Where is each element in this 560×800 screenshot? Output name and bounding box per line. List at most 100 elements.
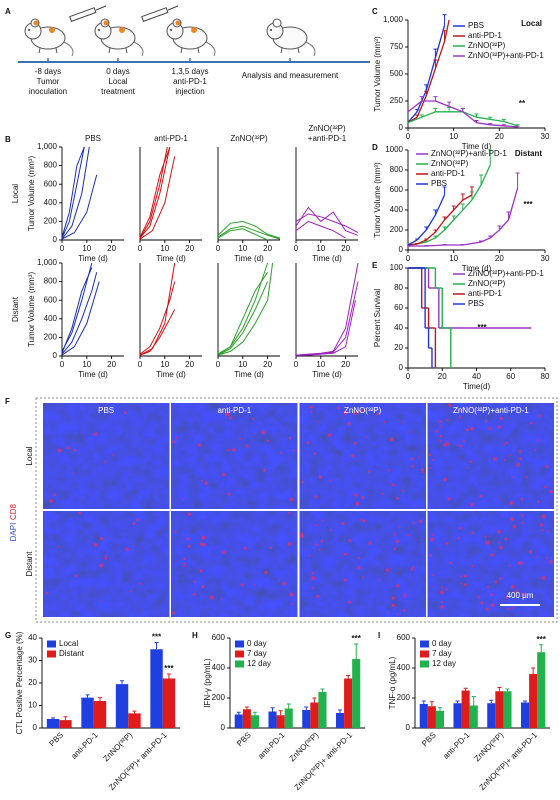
chart-title: Local xyxy=(521,19,542,28)
error-bar xyxy=(497,687,502,692)
mouse-eye xyxy=(270,29,272,31)
x-tick-label: 10 xyxy=(449,254,458,263)
x-tick-label: 0 xyxy=(60,244,65,253)
error-bar xyxy=(419,96,424,101)
y-tick-label: 800 xyxy=(390,165,404,174)
event-label: 1,3,5 days xyxy=(172,67,209,76)
error-bar xyxy=(120,680,125,685)
cd8-signal xyxy=(505,441,508,444)
error-bar xyxy=(312,697,317,703)
error-bar xyxy=(304,706,309,710)
error-bar xyxy=(497,225,502,230)
cd8-signal xyxy=(125,547,129,552)
cd8-signal xyxy=(485,540,490,545)
row-label: Local xyxy=(25,446,34,465)
error-bar xyxy=(424,238,429,240)
data-line xyxy=(61,262,93,352)
cd8-signal xyxy=(541,576,546,580)
cd8-signal xyxy=(222,550,226,554)
data-line xyxy=(61,267,93,354)
cd8-signal xyxy=(139,582,142,585)
bar xyxy=(352,659,361,728)
data-line xyxy=(407,19,450,124)
legend-label: ZnNO(³²P) xyxy=(468,279,506,288)
cd8-signal xyxy=(402,421,404,424)
legend-label: 0 day xyxy=(247,639,267,648)
y-tick-label: 1,000 xyxy=(37,142,58,151)
bar xyxy=(276,715,285,728)
cd8-signal xyxy=(393,533,396,536)
cd8-signal xyxy=(386,612,389,614)
x-tick-label: 0 xyxy=(406,132,411,141)
x-tick-label: 10 xyxy=(238,360,247,369)
cd8-signal xyxy=(288,512,291,515)
error-bar xyxy=(286,703,291,709)
error-bar xyxy=(421,700,426,704)
cd8-signal xyxy=(308,554,311,557)
cd8-signal xyxy=(181,498,185,501)
cd8-signal xyxy=(104,461,106,464)
cd8-signal xyxy=(441,601,444,604)
cd8-signal xyxy=(439,440,442,442)
error-bar xyxy=(346,675,351,679)
y-tick-label: 750 xyxy=(390,42,404,51)
y-axis-label: Tumor Volume (mm³) xyxy=(27,156,36,232)
cd8-signal xyxy=(509,501,514,505)
error-bar xyxy=(236,711,241,715)
cd8-signal xyxy=(315,523,318,527)
cd8-signal xyxy=(520,514,524,517)
cd8-signal xyxy=(462,439,465,443)
cd8-signal xyxy=(328,479,332,482)
y-tick-label: 200 xyxy=(44,333,58,342)
cd8-signal xyxy=(261,430,266,435)
cd8-signal xyxy=(132,544,135,547)
bar xyxy=(81,697,94,728)
cd8-signal xyxy=(294,513,297,516)
error-bar xyxy=(278,710,283,716)
cd8-signal xyxy=(497,529,501,534)
cd8-signal xyxy=(391,603,396,608)
error-bar xyxy=(415,243,420,244)
cd8-signal xyxy=(292,449,295,452)
error-bar xyxy=(270,707,275,712)
data-line xyxy=(217,220,281,239)
stain-label: CD8 xyxy=(9,503,18,520)
data-line xyxy=(139,146,171,239)
cd8-signal xyxy=(282,581,286,586)
cd8-signal xyxy=(57,545,60,548)
y-tick-label: 0 xyxy=(399,123,404,132)
cd8-signal xyxy=(464,583,467,587)
cd8-signal xyxy=(458,526,462,530)
cd8-signal xyxy=(403,593,407,598)
cd8-signal xyxy=(280,451,283,455)
cd8-signal xyxy=(536,555,539,558)
cd8-signal xyxy=(227,448,230,451)
syringe xyxy=(141,7,169,22)
data-line xyxy=(61,281,100,356)
cd8-signal xyxy=(199,542,203,546)
cd8-signal xyxy=(186,537,190,541)
panel-frame xyxy=(35,397,558,623)
cd8-signal xyxy=(183,564,186,568)
stain-label: DAPI xyxy=(9,523,18,542)
x-tick-label: 20 xyxy=(107,244,116,253)
x-tick-label: 20 xyxy=(438,372,447,381)
row-label: Distant xyxy=(25,551,34,577)
cd8-signal xyxy=(360,495,365,500)
cd8-signal xyxy=(410,457,414,461)
event-label: injection xyxy=(175,87,204,96)
x-tick-label: 20 xyxy=(495,132,504,141)
legend-swatch xyxy=(420,640,429,648)
cd8-signal xyxy=(199,569,203,573)
cd8-signal xyxy=(499,416,503,421)
cd8-signal xyxy=(197,443,202,447)
bar xyxy=(537,652,546,728)
cd8-signal xyxy=(505,596,509,600)
cd8-signal xyxy=(540,523,544,527)
error-bar xyxy=(424,84,429,91)
bar xyxy=(469,705,478,728)
cd8-signal xyxy=(446,418,449,422)
row-label: Local xyxy=(11,184,20,203)
legend-swatch xyxy=(420,650,429,658)
